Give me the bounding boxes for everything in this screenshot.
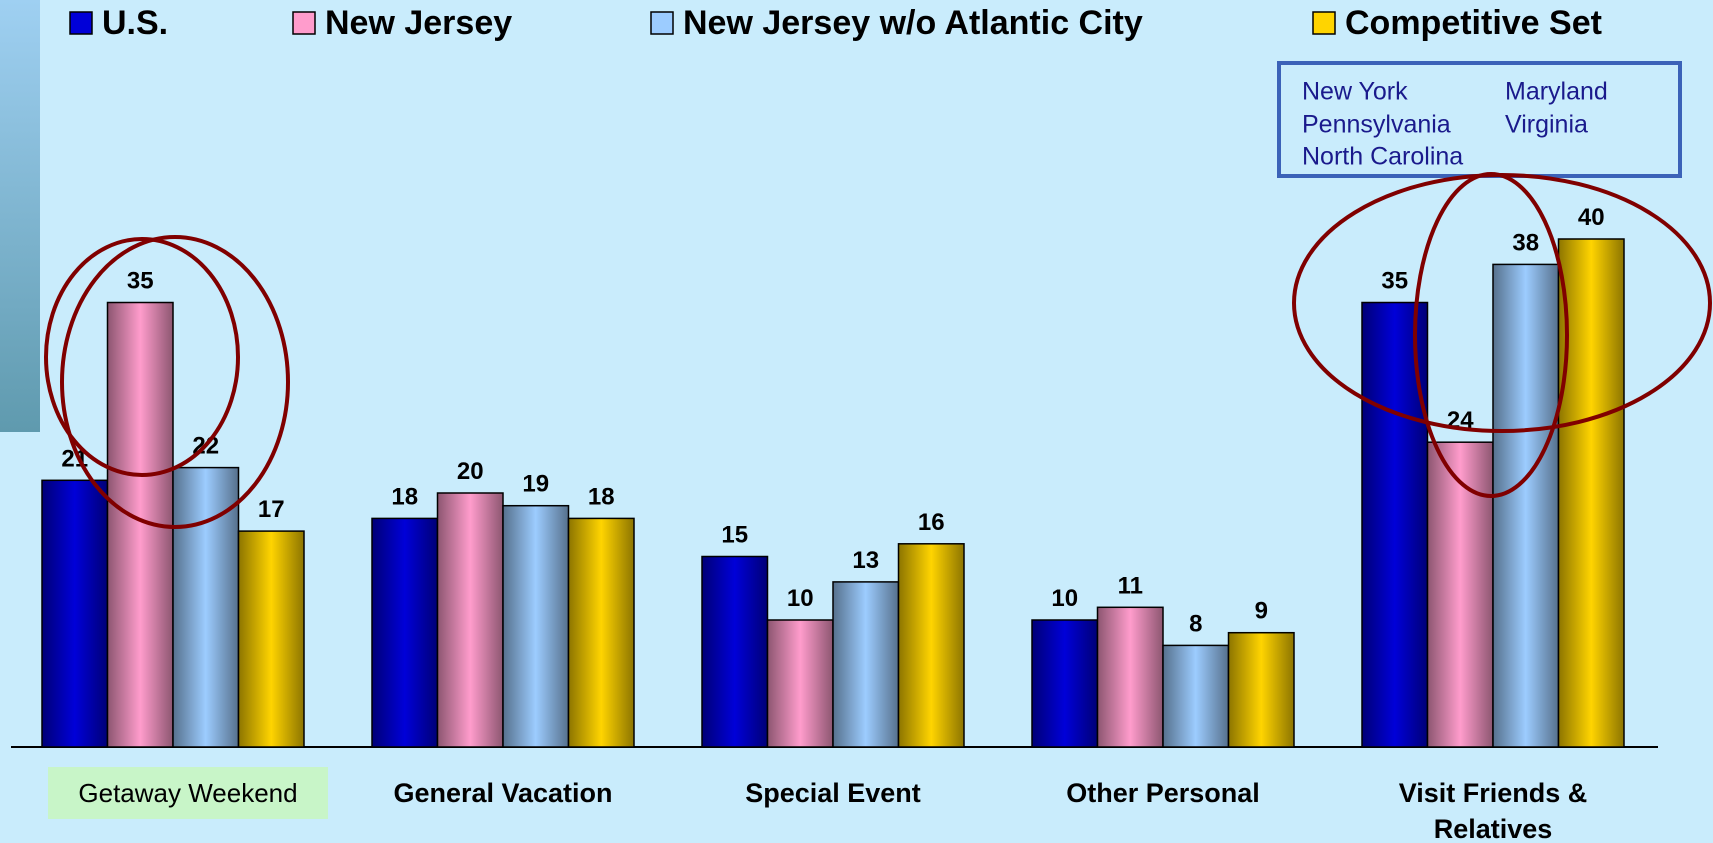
value-label: 9 [1255,598,1268,625]
value-label: 18 [588,483,615,510]
category-label: Special Event [745,778,921,808]
value-label: 20 [457,458,484,485]
value-label: 8 [1189,610,1202,637]
bar-shade [41,479,109,748]
competitive-set-item: Virginia [1505,111,1588,139]
legend-label: New Jersey w/o Atlantic City [683,4,1143,42]
value-label: 15 [721,522,748,549]
bar-shade [567,517,635,748]
bar-shade [502,504,570,748]
category-label: Other Personal [1066,778,1260,808]
side-strip [0,0,40,432]
value-label: 16 [918,509,945,536]
value-label: 19 [522,471,549,498]
legend-swatch [650,11,674,35]
bar-shade [1426,441,1494,748]
category-label: General Vacation [393,778,613,808]
bar-shade [832,581,900,748]
bar-shade [371,517,439,748]
legend-label: U.S. [102,4,168,42]
competitive-set-item: North Carolina [1302,143,1463,171]
value-label: 11 [1118,572,1143,599]
legend-swatch [1312,11,1336,35]
highlight-ellipse [44,237,240,477]
value-label: 18 [391,483,418,510]
highlight-ellipse [1413,172,1569,498]
value-label: 17 [258,496,285,523]
value-label: 10 [787,585,814,612]
bar-shade [1096,606,1164,748]
bar-shade [1557,238,1625,748]
bar-shade [1162,644,1230,748]
category-label: Visit Friends & Relatives [1398,778,1588,843]
bar-shade [897,543,965,748]
value-label: 35 [127,268,154,295]
legend-label: Competitive Set [1345,4,1602,42]
legend-swatch [69,11,93,35]
bar-shade [1227,631,1295,748]
competitive-set-item: Pennsylvania [1302,111,1451,139]
bar-shade [237,530,305,748]
bar-shade [436,492,504,748]
competitive-set-item: Maryland [1505,78,1608,106]
bar-shade [701,555,769,748]
competitive-set-item: New York [1302,78,1408,106]
highlight-ellipse [60,235,290,529]
value-label: 35 [1381,268,1408,295]
value-label: 13 [852,547,879,574]
category-label: Getaway Weekend [48,767,328,819]
legend-label: New Jersey [325,4,512,42]
value-label: 38 [1512,229,1539,256]
bar-shade [1492,263,1560,748]
legend-swatch [292,11,316,35]
bar-shade [1031,619,1099,748]
bar-shade [766,619,834,748]
value-label: 40 [1578,204,1605,231]
bar-shade [172,466,240,748]
value-label: 10 [1051,585,1078,612]
